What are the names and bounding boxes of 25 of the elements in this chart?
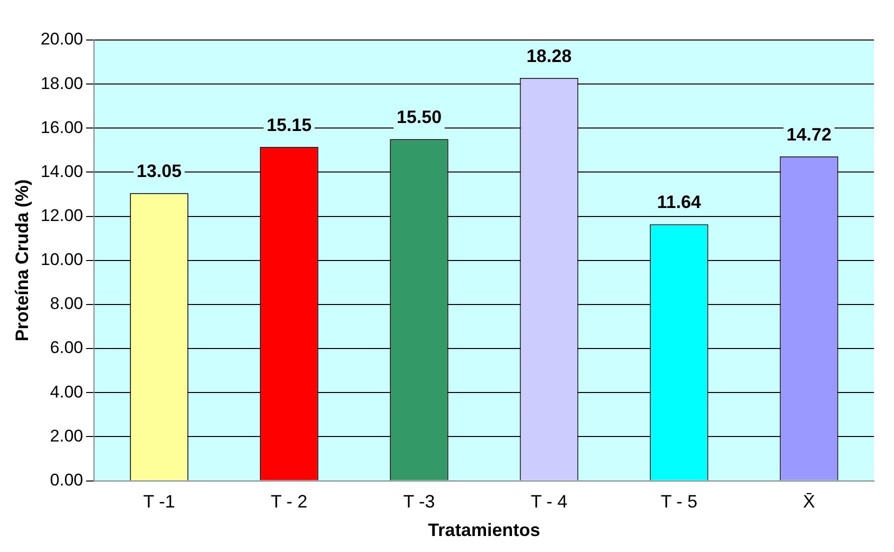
- y-tick-label: 16.00: [40, 118, 84, 137]
- x-tick-label: T -3: [403, 492, 435, 512]
- y-tick-label: 8.00: [50, 294, 84, 314]
- y-tick-label: 6.00: [50, 338, 84, 358]
- y-tick-label: 18.00: [40, 74, 84, 93]
- data-label: 15.15: [266, 114, 312, 135]
- data-label: 11.64: [657, 192, 702, 212]
- data-label: 18.28: [526, 46, 572, 66]
- data-label: 15.50: [396, 107, 442, 128]
- y-tick-label: 14.00: [40, 162, 84, 181]
- y-axis-title: Proteína Cruda (%): [12, 179, 32, 342]
- x-axis-title: Tratamientos: [428, 520, 540, 540]
- y-tick-label: 4.00: [50, 382, 84, 402]
- y-tick-label: 0.00: [50, 470, 84, 490]
- data-label: 14.72: [786, 124, 832, 144]
- x-tick-label: T - 4: [530, 492, 568, 512]
- y-tick-label: 12.00: [40, 206, 84, 226]
- x-tick-label: T - 5: [660, 492, 698, 512]
- y-tick-label: 20.00: [40, 30, 84, 49]
- x-tick-label: T - 2: [270, 492, 308, 512]
- y-tick-label: 2.00: [50, 426, 84, 446]
- data-label: 13.05: [136, 161, 182, 182]
- y-tick-label: 10.00: [40, 250, 84, 270]
- x-tick-label: X̄: [803, 492, 816, 512]
- x-tick-label: T -1: [143, 492, 175, 512]
